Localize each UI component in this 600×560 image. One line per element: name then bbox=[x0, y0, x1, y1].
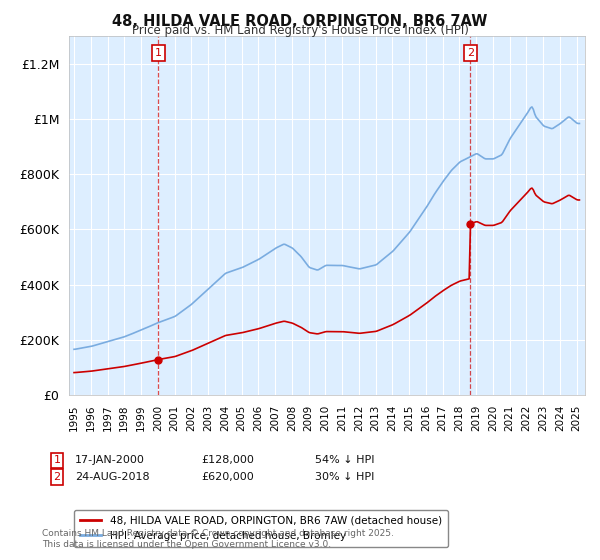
Text: 17-JAN-2000: 17-JAN-2000 bbox=[75, 455, 145, 465]
Text: 24-AUG-2018: 24-AUG-2018 bbox=[75, 472, 149, 482]
Text: 2: 2 bbox=[53, 472, 61, 482]
Text: 48, HILDA VALE ROAD, ORPINGTON, BR6 7AW: 48, HILDA VALE ROAD, ORPINGTON, BR6 7AW bbox=[112, 14, 488, 29]
Text: 2: 2 bbox=[467, 48, 474, 58]
Text: 30% ↓ HPI: 30% ↓ HPI bbox=[315, 472, 374, 482]
Text: 54% ↓ HPI: 54% ↓ HPI bbox=[315, 455, 374, 465]
Text: Price paid vs. HM Land Registry's House Price Index (HPI): Price paid vs. HM Land Registry's House … bbox=[131, 24, 469, 37]
Legend: 48, HILDA VALE ROAD, ORPINGTON, BR6 7AW (detached house), HPI: Average price, de: 48, HILDA VALE ROAD, ORPINGTON, BR6 7AW … bbox=[74, 510, 448, 547]
Text: 1: 1 bbox=[155, 48, 162, 58]
Text: 1: 1 bbox=[53, 455, 61, 465]
Text: £620,000: £620,000 bbox=[201, 472, 254, 482]
Text: Contains HM Land Registry data © Crown copyright and database right 2025.
This d: Contains HM Land Registry data © Crown c… bbox=[42, 529, 394, 549]
Text: £128,000: £128,000 bbox=[201, 455, 254, 465]
